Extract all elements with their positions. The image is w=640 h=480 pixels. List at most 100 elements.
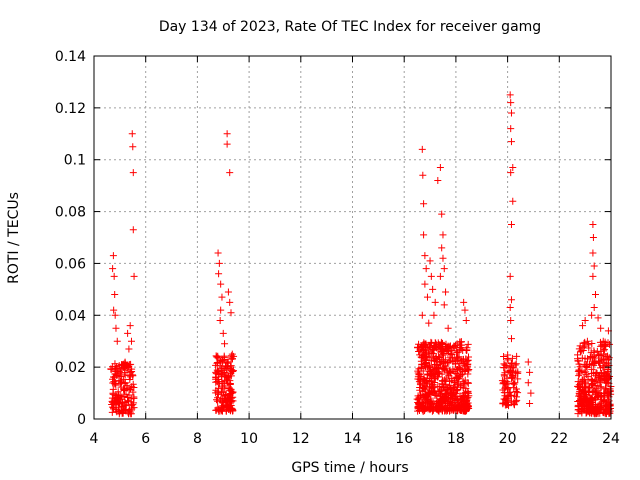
data-point [575, 396, 583, 404]
data-point [215, 368, 223, 376]
data-point [229, 406, 237, 414]
data-point [507, 138, 515, 146]
data-point [110, 272, 118, 280]
data-point [589, 221, 597, 229]
data-point [429, 381, 437, 389]
data-point [220, 392, 228, 400]
data-point [440, 365, 448, 373]
data-point [426, 374, 434, 382]
data-point [129, 226, 137, 234]
data-point [583, 337, 591, 345]
data-point [430, 343, 438, 351]
data-point [450, 377, 458, 385]
data-point [421, 405, 429, 413]
data-point [454, 380, 462, 388]
data-point [126, 407, 134, 415]
data-point [504, 397, 512, 405]
data-point [456, 392, 464, 400]
data-point [422, 265, 430, 273]
data-point [420, 385, 428, 393]
data-point [436, 272, 444, 280]
data-point [437, 390, 445, 398]
data-point [581, 316, 589, 324]
y-tick-label: 0.04 [55, 308, 86, 324]
data-point [130, 272, 138, 280]
data-point [439, 254, 447, 262]
data-point [513, 396, 521, 404]
data-point [592, 410, 600, 418]
data-point [215, 270, 223, 278]
data-point [582, 397, 590, 405]
data-point [579, 346, 587, 354]
x-tick-label: 24 [602, 431, 620, 447]
data-point [460, 379, 468, 387]
data-point [458, 357, 466, 365]
data-point [438, 377, 446, 385]
data-point [438, 244, 446, 252]
data-point [603, 352, 611, 360]
data-point [507, 391, 515, 399]
data-point [601, 402, 609, 410]
data-point [513, 352, 521, 360]
x-tick-label: 16 [395, 431, 413, 447]
y-tick-label: 0 [77, 412, 86, 428]
x-tick-label: 6 [141, 431, 150, 447]
data-point [462, 355, 470, 363]
data-point [436, 163, 444, 171]
data-point [111, 373, 119, 381]
axis-ticks: 4 6 8 10 12 14 16 18 20 22 24 0 0.02 0.04 0.06 0.08 0.1 0… [55, 49, 620, 447]
data-point [463, 344, 471, 352]
grid-lines [94, 56, 611, 419]
data-point [226, 169, 234, 177]
data-point [449, 405, 457, 413]
data-point [462, 358, 470, 366]
data-point [592, 369, 600, 377]
data-point [500, 389, 508, 397]
data-point [580, 376, 588, 384]
data-point [508, 371, 516, 379]
data-point [129, 388, 137, 396]
data-point [422, 391, 430, 399]
data-point [460, 367, 468, 375]
data-point [507, 99, 515, 107]
x-axis-label: GPS time / hours [291, 460, 408, 476]
data-point [111, 311, 119, 319]
data-point [507, 392, 515, 400]
data-point [575, 360, 583, 368]
data-point [218, 396, 226, 404]
data-point [574, 410, 582, 418]
data-point [585, 360, 593, 368]
data-point [586, 384, 594, 392]
data-point [130, 383, 138, 391]
data-point [502, 383, 510, 391]
data-point [223, 365, 231, 373]
data-point [524, 379, 532, 387]
data-point [576, 342, 584, 350]
data-point [504, 379, 512, 387]
data-point [446, 382, 454, 390]
data-point [447, 368, 455, 376]
data-point [510, 400, 518, 408]
data-point [436, 398, 444, 406]
data-point [441, 406, 449, 414]
x-tick-label: 12 [292, 431, 310, 447]
data-point [221, 340, 229, 348]
data-point [419, 171, 427, 179]
data-point [418, 360, 426, 368]
data-point [512, 385, 520, 393]
y-tick-label: 0.02 [55, 360, 86, 376]
data-point [598, 341, 606, 349]
data-point [456, 338, 464, 346]
data-point [455, 375, 463, 383]
data-point [222, 407, 230, 415]
data-point [503, 393, 511, 401]
data-point [509, 163, 517, 171]
data-point [596, 404, 604, 412]
data-point [424, 389, 432, 397]
data-point [438, 210, 446, 218]
data-point [430, 352, 438, 360]
data-point [428, 400, 436, 408]
data-point [421, 280, 429, 288]
data-point [444, 369, 452, 377]
